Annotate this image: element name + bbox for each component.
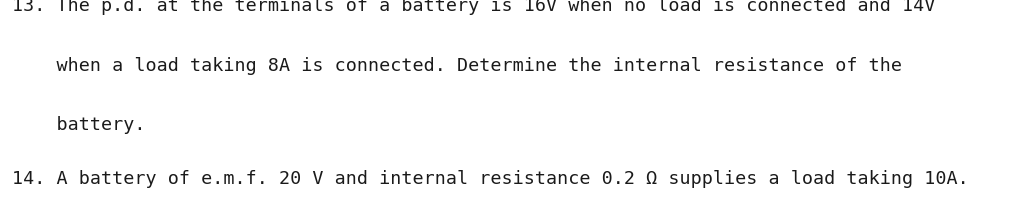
Text: 13. The p.d. at the terminals of a battery is 16V when no load is connected and : 13. The p.d. at the terminals of a batte… bbox=[12, 0, 936, 15]
Text: battery.: battery. bbox=[12, 116, 145, 134]
Text: 14. A battery of e.m.f. 20 V and internal resistance 0.2 Ω supplies a load takin: 14. A battery of e.m.f. 20 V and interna… bbox=[12, 170, 969, 188]
Text: when a load taking 8A is connected. Determine the internal resistance of the: when a load taking 8A is connected. Dete… bbox=[12, 57, 902, 75]
